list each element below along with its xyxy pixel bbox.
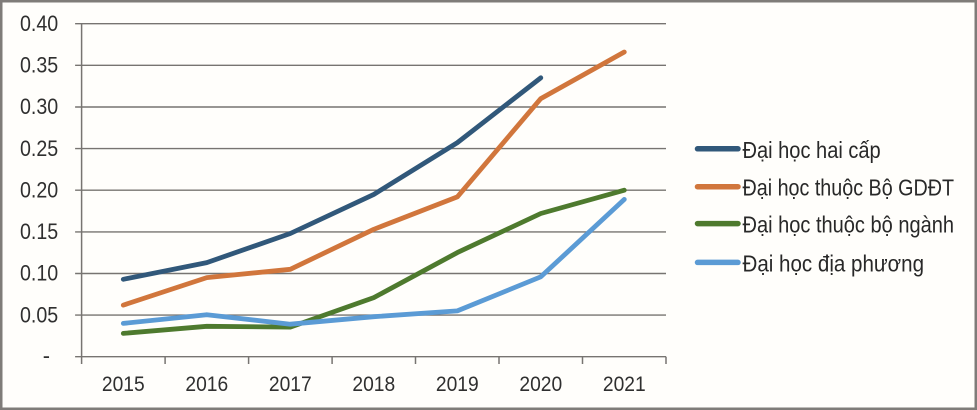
svg-text:2016: 2016 (185, 373, 228, 396)
svg-text:Đại học hai cấp: Đại học hai cấp (743, 137, 881, 163)
svg-text:0.15: 0.15 (20, 219, 58, 244)
svg-text:2018: 2018 (352, 373, 395, 396)
svg-text:0.05: 0.05 (20, 302, 58, 327)
svg-text:2019: 2019 (436, 373, 479, 396)
svg-text:Đại học thuộc Bộ GDĐT: Đại học thuộc Bộ GDĐT (743, 174, 955, 200)
svg-text:-: - (43, 343, 50, 368)
svg-text:0.30: 0.30 (20, 94, 58, 119)
svg-text:2017: 2017 (269, 373, 312, 396)
svg-text:0.40: 0.40 (20, 11, 58, 36)
svg-text:0.20: 0.20 (20, 177, 58, 202)
svg-text:0.25: 0.25 (20, 136, 58, 161)
svg-text:0.10: 0.10 (20, 261, 58, 286)
svg-text:Đại học địa phương: Đại học địa phương (743, 250, 925, 276)
svg-text:2015: 2015 (102, 373, 145, 396)
svg-text:Đại học thuộc bộ ngành: Đại học thuộc bộ ngành (743, 212, 955, 238)
svg-text:2020: 2020 (519, 373, 562, 396)
svg-text:2021: 2021 (603, 373, 646, 396)
svg-text:0.35: 0.35 (20, 53, 58, 78)
